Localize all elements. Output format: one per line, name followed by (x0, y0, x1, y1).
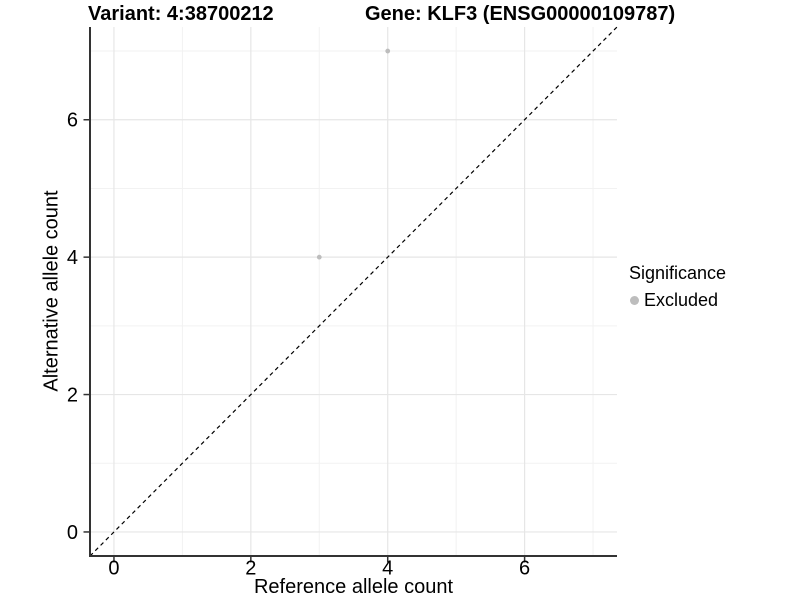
legend-title: Significance (629, 263, 727, 283)
y-tick-label: 4 (67, 247, 78, 269)
x-tick-label: 0 (108, 558, 119, 580)
y-tick-label: 6 (67, 110, 78, 132)
y-tick-label: 0 (67, 522, 78, 544)
x-axis-label: Reference allele count (253, 576, 453, 598)
x-tick-label: 4 (382, 558, 393, 580)
legend: Significance Excluded (629, 263, 726, 311)
plot-title-gene: Gene: KLF3 (ENSG00000109787) (365, 3, 676, 25)
data-point (316, 254, 322, 260)
y-tick-label: 2 (67, 385, 78, 407)
plot-title-variant: Variant: 4:38700212 (88, 3, 274, 25)
x-tick-label: 6 (519, 558, 530, 580)
x-tick-label: 2 (245, 558, 256, 580)
identity-dashed-line (89, 26, 618, 557)
y-axis-label: Alternative allele count (40, 190, 63, 392)
legend-item-excluded: Excluded (629, 290, 726, 311)
excluded-point-icon (630, 296, 639, 305)
data-point (385, 48, 391, 54)
legend-item-label: Excluded (644, 290, 719, 310)
